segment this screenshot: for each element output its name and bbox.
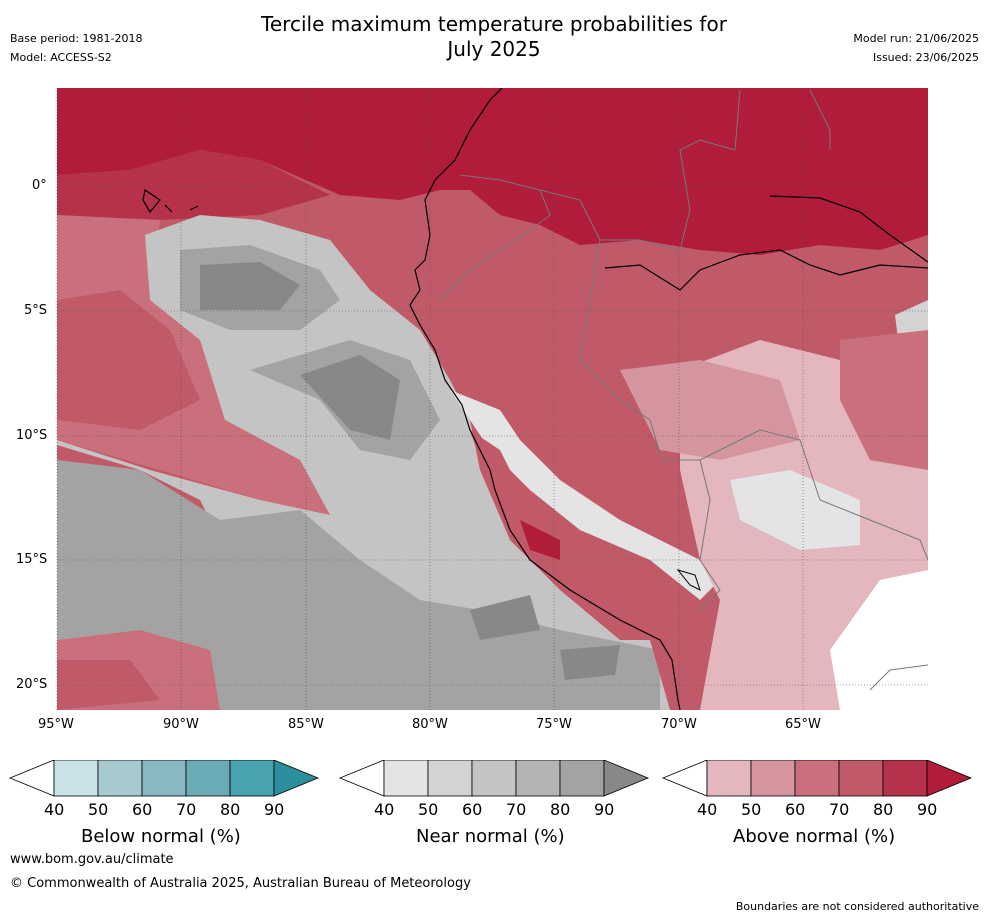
copyright-text: © Commonwealth of Australia 2025, Austra…	[10, 876, 471, 891]
below-colorbar-segment	[185, 760, 231, 797]
below-tick-label: 80	[220, 800, 241, 819]
near-normal-region	[57, 215, 680, 710]
above-tick-label: 40	[697, 800, 718, 819]
above-tick-label: 70	[829, 800, 850, 819]
model-run-label: Model run: 21/06/2025	[853, 32, 979, 45]
near-colorbar-segment	[515, 760, 561, 797]
below-tick-label: 60	[132, 800, 153, 819]
near-tick-label: 70	[506, 800, 527, 819]
above-tick-label: 90	[917, 800, 938, 819]
above-colorbar-segment	[750, 760, 796, 797]
colorbar-below-title: Below normal (%)	[81, 826, 241, 847]
below-colorbar-low-extend	[8, 760, 55, 797]
near-tick-label: 50	[418, 800, 439, 819]
colorbar-above-normal	[661, 760, 973, 797]
lon-label-70w: 70°W	[661, 717, 697, 732]
lat-label-0: 0°	[32, 178, 47, 193]
near-colorbar-segment	[427, 760, 473, 797]
colorbar-near-title: Near normal (%)	[416, 826, 565, 847]
amazon-river	[604, 249, 928, 291]
below-tick-label: 90	[264, 800, 285, 819]
graticule	[56, 88, 928, 710]
above-normal-90-region	[57, 88, 928, 255]
below-colorbar-high-extend	[273, 760, 320, 797]
above-tick-label: 80	[873, 800, 894, 819]
below-colorbar-segment	[97, 760, 143, 797]
above-tick-label: 60	[785, 800, 806, 819]
country-borders	[439, 89, 928, 691]
colorbar-near-normal	[338, 760, 650, 797]
lon-label-75w: 75°W	[536, 717, 572, 732]
above-colorbar-segment	[706, 760, 752, 797]
galapagos-islands	[142, 189, 161, 214]
coastline	[409, 88, 681, 710]
lon-label-85w: 85°W	[288, 717, 324, 732]
near-colorbar-high-extend	[603, 760, 650, 797]
near-tick-label: 60	[462, 800, 483, 819]
issued-label: Issued: 23/06/2025	[872, 51, 979, 64]
above-tick-label: 50	[741, 800, 762, 819]
model-label: Model: ACCESS-S2	[10, 51, 112, 64]
below-tick-label: 40	[44, 800, 65, 819]
near-tick-label: 40	[374, 800, 395, 819]
website-link[interactable]: www.bom.gov.au/climate	[10, 852, 174, 867]
map-title: Tercile maximum temperature probabilitie…	[0, 12, 988, 62]
below-tick-label: 50	[88, 800, 109, 819]
lat-label-5s: 5°S	[24, 303, 48, 318]
near-colorbar-low-extend	[338, 760, 385, 797]
colorbar-above-title: Above normal (%)	[733, 826, 896, 847]
lon-label-80w: 80°W	[412, 717, 448, 732]
above-colorbar-segment	[882, 760, 928, 797]
title-line-2: July 2025	[447, 37, 541, 61]
above-colorbar-segment	[794, 760, 840, 797]
below-tick-label: 70	[176, 800, 197, 819]
base-period-label: Base period: 1981-2018	[10, 32, 143, 45]
below-colorbar-segment	[141, 760, 187, 797]
near-tick-label: 90	[594, 800, 615, 819]
below-colorbar-segment	[229, 760, 275, 797]
lat-label-15s: 15°S	[16, 552, 48, 567]
near-colorbar-segment	[383, 760, 429, 797]
lon-label-90w: 90°W	[163, 717, 199, 732]
near-tick-label: 80	[550, 800, 571, 819]
colorbars	[8, 760, 973, 797]
lake-titicaca	[676, 569, 701, 591]
colorbar-below-normal	[8, 760, 320, 797]
lon-label-95w: 95°W	[38, 717, 74, 732]
lon-label-65w: 65°W	[785, 717, 821, 732]
near-colorbar-segment	[559, 760, 605, 797]
boundaries-disclaimer: Boundaries are not considered authoritat…	[735, 900, 979, 913]
lat-label-20s: 20°S	[16, 677, 48, 692]
above-colorbar-low-extend	[661, 760, 708, 797]
below-colorbar-segment	[53, 760, 99, 797]
lat-label-10s: 10°S	[16, 428, 48, 443]
near-colorbar-segment	[471, 760, 517, 797]
title-line-1: Tercile maximum temperature probabilitie…	[261, 12, 727, 36]
above-colorbar-high-extend	[926, 760, 973, 797]
above-colorbar-segment	[838, 760, 884, 797]
